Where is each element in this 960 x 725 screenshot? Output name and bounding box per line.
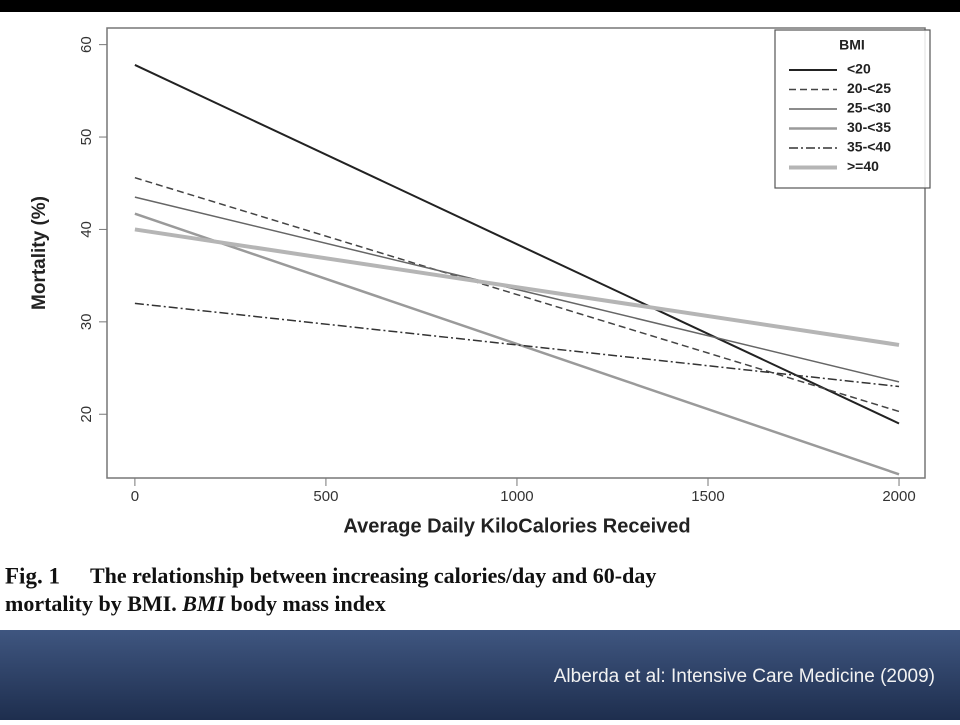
y-tick-label: 30 [78, 313, 95, 330]
caption-line: mortality by BMI. BMI body mass index [5, 591, 386, 616]
legend-label: 20-<25 [847, 80, 891, 96]
caption-abbr: BMI [181, 591, 226, 616]
x-tick-label: 0 [131, 488, 139, 505]
x-tick-label: 500 [313, 488, 338, 505]
caption-label: Fig. 1 [5, 563, 60, 588]
x-tick-label: 1500 [691, 488, 724, 505]
caption-text: body mass index [231, 591, 386, 616]
y-axis-title: Mortality (%) [29, 196, 50, 310]
series-line [134, 227, 900, 347]
legend-label: 30-<35 [847, 119, 891, 135]
y-tick-label: 50 [78, 129, 95, 146]
legend-label: >=40 [847, 158, 879, 174]
x-tick-label: 1000 [500, 488, 533, 505]
x-axis-title: Average Daily KiloCalories Received [343, 515, 690, 537]
caption-text: mortality by BMI. [5, 591, 177, 616]
citation: Alberda et al: Intensive Care Medicine (… [554, 666, 935, 687]
x-tick-label: 2000 [882, 488, 915, 505]
footer [0, 630, 960, 720]
legend-label: 25-<30 [847, 100, 891, 116]
series-line [134, 196, 900, 383]
plot-frame [106, 27, 926, 479]
top-bar [0, 0, 960, 12]
legend-label: 35-<40 [847, 139, 891, 155]
series-line [134, 212, 900, 476]
y-tick-label: 40 [78, 221, 95, 238]
legend-title: BMI [839, 37, 865, 53]
caption-line: The relationship between increasing calo… [90, 563, 656, 588]
series-line [134, 176, 900, 413]
legend-label: <20 [847, 61, 871, 77]
y-tick-label: 60 [78, 36, 95, 53]
y-tick-label: 20 [78, 406, 95, 423]
series-line [134, 64, 900, 425]
